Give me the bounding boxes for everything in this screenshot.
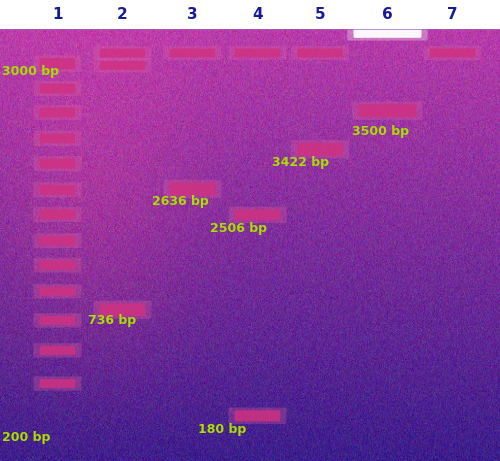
Text: 5: 5 <box>314 7 326 22</box>
FancyBboxPatch shape <box>235 410 280 421</box>
FancyBboxPatch shape <box>40 159 76 168</box>
FancyBboxPatch shape <box>34 284 82 299</box>
FancyBboxPatch shape <box>40 209 76 219</box>
FancyBboxPatch shape <box>164 180 222 198</box>
FancyBboxPatch shape <box>34 376 82 391</box>
FancyBboxPatch shape <box>164 46 222 60</box>
FancyBboxPatch shape <box>40 316 76 325</box>
FancyBboxPatch shape <box>100 49 145 58</box>
FancyBboxPatch shape <box>228 46 286 60</box>
FancyBboxPatch shape <box>100 303 145 316</box>
Text: 4: 4 <box>252 7 263 22</box>
FancyBboxPatch shape <box>40 58 76 69</box>
Text: 3500 bp: 3500 bp <box>352 125 410 138</box>
FancyBboxPatch shape <box>352 101 423 120</box>
FancyBboxPatch shape <box>40 287 76 296</box>
Text: 3000 bp: 3000 bp <box>2 65 59 78</box>
FancyBboxPatch shape <box>358 104 416 117</box>
FancyBboxPatch shape <box>235 49 280 58</box>
Text: 2: 2 <box>117 7 128 22</box>
FancyBboxPatch shape <box>40 107 76 118</box>
FancyBboxPatch shape <box>100 61 145 70</box>
FancyBboxPatch shape <box>40 84 76 93</box>
FancyBboxPatch shape <box>94 46 152 60</box>
FancyBboxPatch shape <box>40 236 76 245</box>
Text: 736 bp: 736 bp <box>88 314 136 327</box>
FancyBboxPatch shape <box>424 46 482 60</box>
Text: 3: 3 <box>187 7 198 22</box>
Text: 1: 1 <box>52 7 63 22</box>
FancyBboxPatch shape <box>34 207 82 222</box>
FancyBboxPatch shape <box>34 233 82 248</box>
Text: 2506 bp: 2506 bp <box>210 222 267 235</box>
Text: 3422 bp: 3422 bp <box>272 156 330 169</box>
FancyBboxPatch shape <box>297 49 343 58</box>
FancyBboxPatch shape <box>228 207 286 223</box>
Text: 6: 6 <box>382 7 393 22</box>
FancyBboxPatch shape <box>354 22 422 38</box>
FancyBboxPatch shape <box>40 134 76 143</box>
Text: 180 bp: 180 bp <box>198 423 246 436</box>
FancyBboxPatch shape <box>291 140 349 159</box>
FancyBboxPatch shape <box>34 81 82 96</box>
Text: 2636 bp: 2636 bp <box>152 195 209 208</box>
Text: 200 bp: 200 bp <box>2 431 51 443</box>
FancyBboxPatch shape <box>170 49 216 58</box>
FancyBboxPatch shape <box>235 209 280 220</box>
FancyBboxPatch shape <box>430 49 475 58</box>
FancyBboxPatch shape <box>40 379 76 388</box>
FancyBboxPatch shape <box>40 346 76 355</box>
FancyBboxPatch shape <box>347 19 428 41</box>
FancyBboxPatch shape <box>94 58 152 73</box>
FancyBboxPatch shape <box>297 143 343 156</box>
FancyBboxPatch shape <box>94 301 152 319</box>
FancyBboxPatch shape <box>291 46 349 60</box>
FancyBboxPatch shape <box>40 185 76 195</box>
Text: 7: 7 <box>447 7 458 22</box>
FancyBboxPatch shape <box>34 313 82 327</box>
FancyBboxPatch shape <box>34 105 82 120</box>
FancyBboxPatch shape <box>34 55 82 72</box>
FancyBboxPatch shape <box>40 260 76 270</box>
FancyBboxPatch shape <box>228 408 286 424</box>
Bar <box>0 0 500 29</box>
FancyBboxPatch shape <box>34 258 82 272</box>
FancyBboxPatch shape <box>34 131 82 146</box>
FancyBboxPatch shape <box>34 183 82 197</box>
FancyBboxPatch shape <box>34 343 82 358</box>
FancyBboxPatch shape <box>170 183 216 195</box>
FancyBboxPatch shape <box>34 156 82 171</box>
